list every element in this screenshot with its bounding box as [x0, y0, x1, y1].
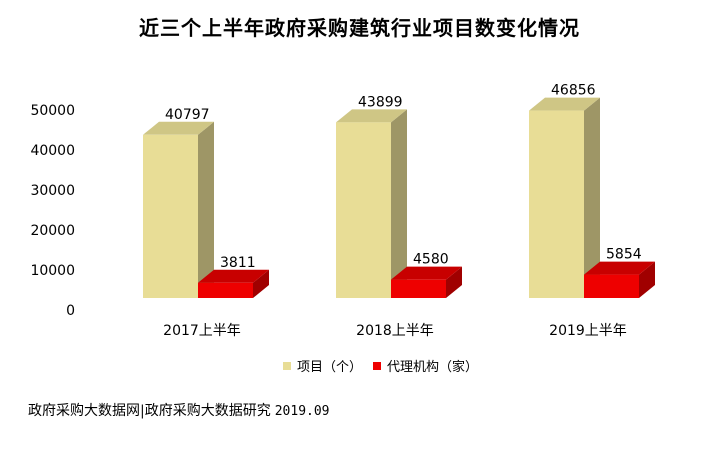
y-tick-label: 10000	[30, 263, 75, 279]
legend-swatch-1	[373, 362, 381, 370]
source-date: 2019.09	[274, 404, 330, 419]
y-tick-label: 0	[66, 303, 75, 319]
bar-0-1	[336, 122, 391, 299]
bar-top-1-0	[198, 269, 269, 283]
data-label: 40797	[165, 107, 210, 123]
y-tick-label: 50000	[30, 103, 75, 119]
bar-side-0-2	[584, 97, 600, 299]
data-label: 46856	[551, 83, 596, 99]
bar-top-0-0	[143, 121, 214, 135]
chart-title: 近三个上半年政府采购建筑行业项目数变化情况	[139, 16, 580, 40]
y-tick-label: 40000	[30, 143, 75, 159]
data-label: 4580	[413, 252, 449, 268]
bar-1-1	[391, 279, 446, 298]
bar-0-2	[529, 110, 584, 299]
source-note: 政府采购大数据网|政府采购大数据研究 2019.09	[28, 400, 330, 420]
x-tick-label: 2018上半年	[356, 323, 434, 339]
bar-side-0-1	[391, 109, 407, 299]
bar-1-2	[584, 274, 639, 298]
bar-side-0-0	[198, 121, 214, 298]
bar-top-1-1	[391, 266, 462, 280]
legend-label-0: 项目（个）	[297, 360, 362, 375]
bar-side-1-1	[446, 266, 462, 298]
source-text: 政府采购大数据网|政府采购大数据研究	[28, 403, 271, 419]
x-tick-label: 2019上半年	[549, 323, 627, 339]
data-label: 3811	[220, 255, 256, 271]
bar-top-0-1	[336, 109, 407, 123]
bar-side-1-0	[253, 269, 269, 298]
data-label: 43899	[358, 94, 403, 110]
legend-label-1: 代理机构（家）	[387, 359, 478, 375]
y-tick-label: 30000	[30, 183, 75, 199]
legend-swatch-0	[283, 362, 291, 370]
bar-1-0	[198, 282, 253, 298]
bar-side-1-2	[639, 261, 655, 298]
bar-top-1-2	[584, 261, 655, 275]
bar-0-0	[143, 134, 198, 298]
x-tick-label: 2017上半年	[163, 323, 241, 339]
data-label: 5854	[606, 247, 642, 263]
bar-top-0-2	[529, 97, 600, 111]
y-tick-label: 20000	[30, 223, 75, 239]
